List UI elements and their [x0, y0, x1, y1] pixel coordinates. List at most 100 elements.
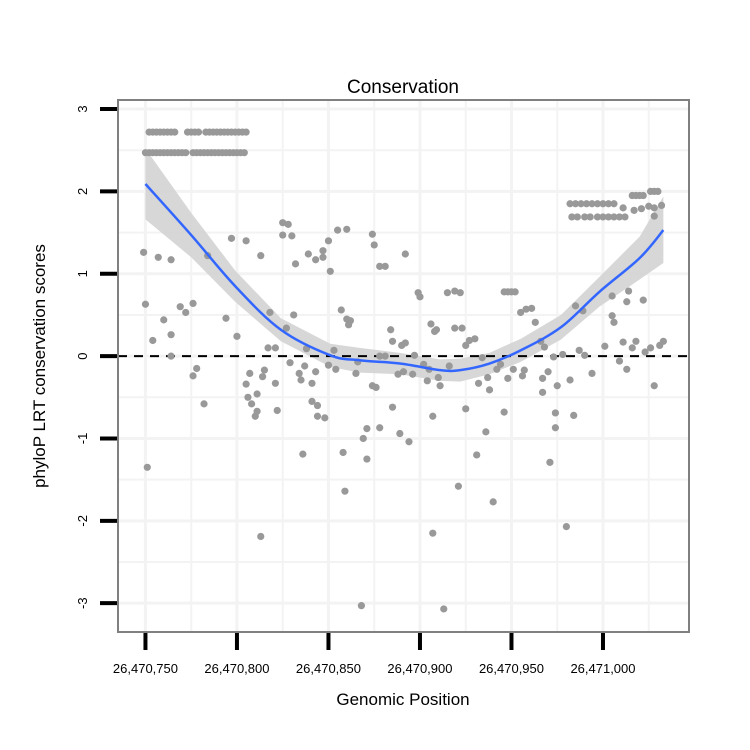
data-point — [257, 532, 265, 541]
data-point — [312, 256, 320, 264]
data-point — [352, 369, 360, 378]
data-point — [581, 351, 589, 359]
x-axis: 26,470,750 26,470,800 26,470,850 26,470,900… — [113, 633, 636, 676]
data-point — [445, 362, 453, 370]
data-point — [504, 374, 512, 382]
data-point — [271, 379, 279, 387]
x-tick-label: 26,470,900 — [387, 661, 452, 676]
data-point — [610, 200, 618, 208]
data-point — [242, 380, 250, 388]
data-point — [337, 306, 345, 314]
data-point — [334, 226, 342, 234]
data-point — [381, 352, 389, 360]
data-point — [639, 191, 647, 200]
data-point — [570, 411, 578, 420]
data-point — [496, 360, 505, 368]
data-point — [376, 424, 384, 432]
data-point — [149, 336, 157, 345]
data-point — [266, 308, 274, 317]
data-point — [650, 382, 658, 390]
data-point — [471, 335, 479, 343]
data-point — [641, 348, 649, 356]
data-point — [659, 337, 667, 345]
data-point — [233, 332, 241, 340]
data-points — [140, 128, 667, 613]
data-point — [571, 302, 580, 310]
data-point — [432, 326, 441, 334]
data-point — [167, 331, 175, 339]
data-point — [522, 305, 530, 313]
panel-border — [117, 99, 690, 633]
data-point — [520, 366, 528, 374]
x-tick-label: 26,470,800 — [204, 661, 269, 676]
data-point — [160, 316, 168, 324]
data-point — [540, 343, 549, 351]
data-point — [630, 206, 638, 214]
data-point — [615, 357, 624, 365]
data-point — [167, 352, 175, 360]
data-point — [615, 213, 624, 221]
data-point — [588, 200, 596, 208]
data-point — [387, 326, 395, 334]
data-point — [368, 230, 376, 238]
data-point — [264, 344, 272, 352]
data-point — [582, 200, 591, 208]
data-point — [610, 318, 618, 326]
data-point — [319, 253, 327, 261]
x-tick-label: 26,470,750 — [113, 661, 178, 676]
data-point — [650, 204, 658, 212]
data-point — [599, 200, 607, 208]
data-point — [279, 219, 287, 227]
data-point — [290, 311, 298, 319]
data-point — [482, 428, 490, 436]
data-point — [566, 200, 574, 208]
data-point — [189, 299, 197, 308]
data-point — [625, 287, 633, 295]
data-point — [388, 337, 397, 345]
data-point — [396, 429, 404, 438]
data-point — [324, 361, 333, 369]
data-point — [242, 237, 250, 245]
data-point — [462, 405, 470, 413]
data-point — [409, 370, 417, 378]
data-point — [566, 376, 574, 384]
data-point — [363, 424, 371, 433]
data-point — [416, 293, 424, 301]
data-point — [604, 200, 613, 208]
data-point — [551, 424, 560, 432]
data-point — [484, 373, 492, 382]
x-tick-label: 26,470,950 — [479, 661, 544, 676]
data-point — [553, 382, 561, 390]
y-axis-title: phyloP LRT conservation scores — [30, 244, 49, 488]
data-point — [429, 412, 437, 420]
data-point — [253, 390, 261, 398]
x-tick-label: 26,471,000 — [570, 661, 635, 676]
data-point — [313, 401, 322, 410]
data-point — [531, 318, 539, 326]
data-point — [222, 314, 230, 322]
data-point — [608, 292, 616, 300]
data-point — [518, 372, 527, 380]
data-point — [608, 312, 616, 320]
data-point — [646, 344, 655, 352]
confidence-band — [145, 148, 664, 382]
data-point — [551, 409, 560, 417]
data-point — [509, 365, 517, 373]
data-point — [436, 382, 444, 390]
data-point — [343, 225, 351, 233]
data-point — [440, 605, 448, 613]
data-point — [304, 250, 312, 258]
data-point — [577, 200, 585, 208]
data-point — [182, 149, 190, 157]
data-point — [401, 339, 409, 347]
data-point — [260, 366, 269, 374]
data-point — [588, 369, 596, 378]
data-point — [240, 149, 248, 157]
data-point — [575, 346, 583, 354]
data-point — [253, 407, 261, 415]
data-point — [639, 296, 647, 304]
data-point — [478, 354, 486, 362]
data-point — [154, 253, 162, 261]
data-point — [244, 393, 252, 401]
